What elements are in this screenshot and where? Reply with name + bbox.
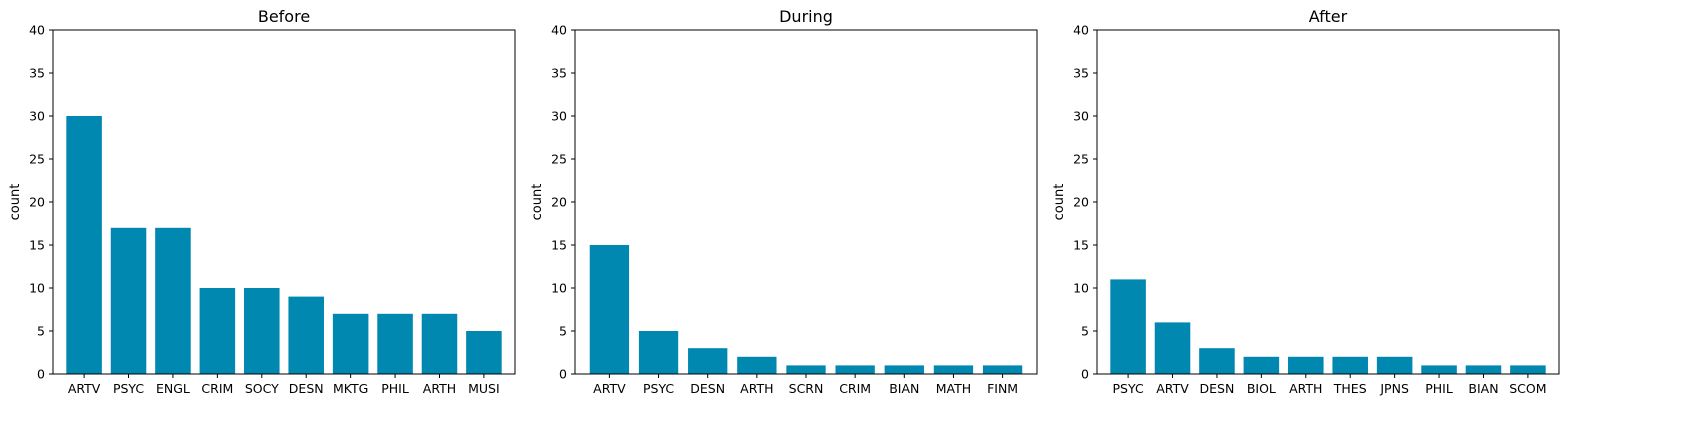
y-tick-label: 35 — [1073, 66, 1089, 81]
y-tick-label: 30 — [1073, 109, 1089, 124]
bar-desn — [1199, 348, 1235, 374]
x-tick-label: SCOM — [1509, 381, 1546, 396]
y-tick-label: 40 — [29, 23, 45, 38]
y-tick-label: 15 — [29, 238, 45, 253]
y-axis-label: count — [8, 184, 23, 221]
y-tick-label: 25 — [551, 152, 567, 167]
bar-phil — [1421, 365, 1457, 374]
y-tick-label: 30 — [29, 109, 45, 124]
x-tick-label: ENGL — [156, 381, 190, 396]
x-tick-label: ARTV — [593, 381, 626, 396]
bar-bian — [884, 365, 924, 374]
bar-phil — [377, 313, 413, 374]
plot-frame — [574, 29, 1038, 375]
x-tick-label: ARTH — [1289, 381, 1322, 396]
x-tick-label: MUSI — [468, 381, 500, 396]
y-axis-label: count — [1052, 184, 1067, 221]
y-tick-label: 20 — [1073, 195, 1089, 210]
x-tick-label: PSYC — [113, 381, 144, 396]
bar-psyc — [1110, 279, 1146, 374]
x-tick-label: SCRN — [789, 381, 824, 396]
y-tick-label: 15 — [551, 238, 567, 253]
chart-title: After — [1309, 7, 1348, 26]
bar-psyc — [638, 331, 679, 374]
chart-panel-2: During 0 5 10 15 20 25 30 35 40 count ARTV PSYC DESN A… — [530, 7, 1038, 396]
x-tick-label: CRIM — [839, 381, 871, 396]
plot-frame — [1096, 29, 1560, 375]
x-tick-label: DESN — [690, 381, 725, 396]
bar-thes — [1332, 356, 1368, 374]
bar-desn — [288, 296, 324, 374]
bar-math — [933, 365, 974, 374]
x-tick-label: PHIL — [381, 381, 409, 396]
x-tick-label: MKTG — [333, 381, 368, 396]
bar-arth — [1288, 356, 1324, 374]
x-tick-label: PSYC — [1113, 381, 1144, 396]
y-axis-label: count — [530, 184, 545, 221]
x-tick-label: SOCY — [245, 381, 279, 396]
bar-socy — [244, 288, 280, 374]
x-tick-label: BIOL — [1247, 381, 1276, 396]
bar-artv — [1154, 322, 1191, 374]
x-tick-label: PSYC — [643, 381, 674, 396]
bar-engl — [155, 227, 191, 374]
bar-crim — [835, 365, 875, 374]
x-tick-label: ARTH — [423, 381, 456, 396]
bar-arth — [737, 356, 777, 374]
bar-artv — [589, 245, 630, 374]
x-tick-label: JPNS — [1379, 381, 1409, 396]
y-tick-label: 15 — [1073, 238, 1089, 253]
y-tick-label: 0 — [37, 367, 45, 382]
bar-jpns — [1376, 356, 1413, 374]
y-tick-label: 35 — [551, 66, 567, 81]
bar-scom — [1510, 365, 1546, 374]
x-tick-label: ARTH — [740, 381, 773, 396]
y-tick-label: 10 — [551, 281, 567, 296]
x-tick-label: PHIL — [1425, 381, 1453, 396]
y-tick-label: 40 — [1073, 23, 1089, 38]
bar-psyc — [110, 227, 147, 374]
bar-artv — [66, 116, 102, 374]
y-tick-label: 0 — [1081, 367, 1089, 382]
bar-musi — [466, 331, 502, 374]
x-tick-label: DESN — [1200, 381, 1235, 396]
y-tick-label: 30 — [551, 109, 567, 124]
bar-finm — [982, 365, 1023, 374]
y-tick-label: 25 — [29, 152, 45, 167]
x-tick-label: THES — [1333, 381, 1367, 396]
chart-panel-1: Before 0 5 10 15 20 25 30 35 40 count ARTV PSYC ENGL C… — [8, 7, 516, 396]
x-tick-label: FINM — [987, 381, 1018, 396]
y-tick-label: 20 — [29, 195, 45, 210]
x-tick-label: MATH — [936, 381, 971, 396]
y-tick-label: 40 — [551, 23, 567, 38]
y-tick-label: 5 — [1081, 324, 1089, 339]
y-tick-label: 5 — [559, 324, 567, 339]
chart-title: During — [779, 7, 833, 26]
bar-crim — [199, 288, 236, 374]
x-tick-label: ARTV — [68, 381, 101, 396]
y-tick-label: 35 — [29, 66, 45, 81]
bar-arth — [421, 313, 458, 374]
x-tick-label: CRIM — [201, 381, 233, 396]
y-tick-label: 5 — [37, 324, 45, 339]
chart-title: Before — [258, 7, 310, 26]
y-tick-label: 0 — [559, 367, 567, 382]
x-tick-label: DESN — [289, 381, 324, 396]
chart-panel-3: After 0 5 10 15 20 25 30 35 40 count PSYC ARTV DESN BI… — [1052, 7, 1560, 396]
y-tick-label: 25 — [1073, 152, 1089, 167]
bar-bian — [1465, 365, 1502, 374]
bar-desn — [688, 348, 728, 374]
plot-frame — [52, 29, 516, 375]
y-tick-label: 10 — [1073, 281, 1089, 296]
x-tick-label: BIAN — [1468, 381, 1498, 396]
bar-mktg — [332, 313, 369, 374]
x-tick-label: ARTV — [1156, 381, 1189, 396]
x-tick-label: BIAN — [889, 381, 919, 396]
y-tick-label: 10 — [29, 281, 45, 296]
y-tick-label: 20 — [551, 195, 567, 210]
bar-scrn — [786, 365, 826, 374]
bar-biol — [1243, 356, 1280, 374]
